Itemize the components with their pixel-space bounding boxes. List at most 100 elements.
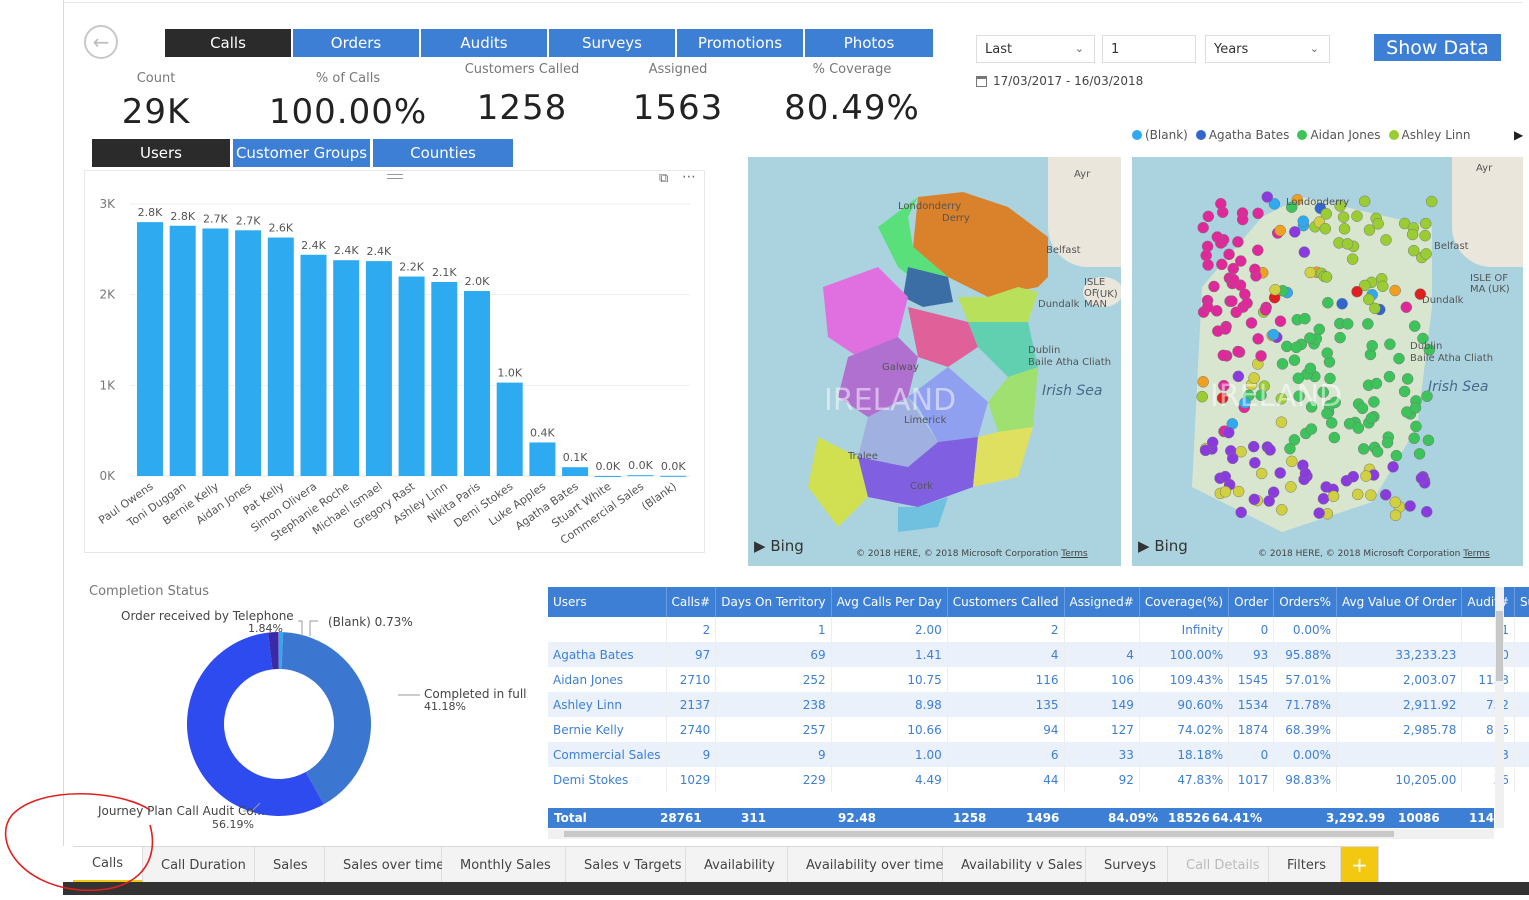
map-point[interactable] — [1304, 362, 1317, 375]
map-point[interactable] — [1298, 246, 1311, 258]
bar[interactable] — [333, 260, 360, 476]
map-point[interactable] — [1321, 407, 1333, 420]
map-point[interactable] — [1212, 325, 1224, 337]
map-point[interactable] — [1351, 285, 1363, 298]
map-point[interactable] — [1235, 506, 1247, 519]
map-point[interactable] — [1341, 318, 1354, 330]
map-point[interactable] — [1290, 341, 1303, 354]
map-point[interactable] — [1413, 448, 1426, 460]
map-point[interactable] — [1389, 509, 1402, 522]
map-point[interactable] — [1284, 442, 1296, 455]
map-point[interactable] — [1226, 452, 1239, 465]
map-point[interactable] — [1368, 396, 1380, 408]
map-point[interactable] — [1216, 392, 1229, 404]
column-header[interactable]: Days On Territory — [715, 587, 832, 617]
map-point[interactable] — [1419, 217, 1432, 230]
map-point[interactable] — [1289, 226, 1301, 238]
map-point[interactable] — [1199, 444, 1212, 457]
map-point[interactable] — [1409, 402, 1422, 414]
bar[interactable] — [235, 230, 262, 476]
map-point[interactable] — [1387, 461, 1399, 473]
terms-link[interactable]: Terms — [1061, 549, 1088, 559]
map-point[interactable] — [1286, 455, 1298, 468]
page-tab-sales[interactable]: Sales — [255, 847, 325, 883]
map-point[interactable] — [1255, 350, 1267, 362]
map-point[interactable] — [1276, 358, 1289, 370]
map-point[interactable] — [1236, 213, 1249, 226]
page-tab-availability-v-sales[interactable]: Availability v Sales — [943, 847, 1086, 883]
page-tab-monthly-sales[interactable]: Monthly Sales — [442, 847, 566, 883]
map-point[interactable] — [1351, 488, 1364, 501]
map-point[interactable] — [1414, 288, 1427, 300]
map-point[interactable] — [1275, 416, 1288, 428]
tab-promotions[interactable]: Promotions — [677, 29, 803, 57]
map-point[interactable] — [1360, 470, 1372, 482]
bar[interactable] — [627, 475, 654, 477]
map-point[interactable] — [1389, 496, 1402, 508]
map-point[interactable] — [1259, 304, 1272, 316]
map-point[interactable] — [1401, 373, 1414, 385]
drag-handle-icon[interactable] — [387, 174, 403, 179]
page-tab-filters[interactable]: Filters — [1269, 847, 1341, 883]
bar[interactable] — [562, 467, 589, 476]
map-point[interactable] — [1400, 301, 1413, 313]
map-point[interactable] — [1362, 318, 1374, 330]
column-header[interactable]: Orders% — [1273, 587, 1337, 617]
show-data-button[interactable]: Show Data — [1374, 34, 1501, 61]
map-point[interactable] — [1319, 222, 1332, 235]
map-point[interactable] — [1274, 467, 1286, 479]
map-point[interactable] — [1297, 215, 1310, 227]
bar[interactable] — [300, 254, 327, 476]
period-dropdown[interactable]: Last ⌄ — [976, 35, 1095, 63]
table-row[interactable]: Bernie Kelly 2740 257 10.66 94 127 74.02% 1874 6… — [548, 717, 1529, 742]
map-point[interactable] — [1299, 312, 1311, 325]
map-point[interactable] — [1219, 470, 1232, 483]
map-point[interactable] — [1334, 331, 1346, 344]
column-header[interactable]: Audit# — [1461, 587, 1515, 617]
map-point[interactable] — [1421, 390, 1433, 402]
map-point[interactable] — [1267, 328, 1280, 341]
tab-audits[interactable]: Audits — [421, 29, 547, 57]
map-point[interactable] — [1276, 504, 1288, 516]
map-point[interactable] — [1372, 218, 1384, 230]
map-point[interactable] — [1393, 352, 1405, 365]
map-point[interactable] — [1313, 323, 1326, 336]
bar[interactable] — [529, 442, 556, 476]
map-point[interactable] — [1357, 443, 1370, 455]
period-count-input[interactable]: 1 — [1102, 35, 1196, 63]
map-point[interactable] — [1420, 248, 1432, 260]
map-point[interactable] — [1218, 379, 1230, 392]
map-point[interactable] — [1366, 340, 1378, 352]
map-point[interactable] — [1288, 354, 1301, 366]
map-point[interactable] — [1241, 297, 1253, 309]
map-point[interactable] — [1363, 224, 1376, 236]
map-point[interactable] — [1419, 229, 1431, 242]
more-options-icon[interactable]: ⋯ — [682, 169, 696, 185]
map-point[interactable] — [1389, 284, 1401, 297]
bar[interactable] — [267, 237, 294, 476]
tab-counties[interactable]: Counties — [373, 139, 513, 167]
map-point[interactable] — [1317, 493, 1330, 505]
add-page-button[interactable]: + — [1341, 847, 1379, 883]
map-point[interactable] — [1255, 467, 1268, 480]
table-row[interactable]: Agatha Bates 97 69 1.41 4 4 100.00% 93 95.88% 33,… — [548, 642, 1529, 667]
map-point[interactable] — [1232, 345, 1244, 358]
bar[interactable] — [169, 225, 196, 476]
table-vertical-scrollbar[interactable] — [1495, 587, 1504, 828]
map-point[interactable] — [1232, 370, 1245, 383]
map-point[interactable] — [1322, 296, 1334, 309]
map-point[interactable] — [1370, 377, 1383, 390]
map-point[interactable] — [1292, 372, 1305, 385]
page-tab-call-details[interactable]: Call Details — [1168, 847, 1269, 883]
bar[interactable] — [202, 228, 229, 476]
map-point[interactable] — [1356, 402, 1369, 415]
table-row[interactable]: Demi Stokes 1029 229 4.49 44 92 47.83% 1017 98.8… — [548, 767, 1529, 792]
donut-slice[interactable] — [281, 632, 371, 805]
map-point[interactable] — [1365, 489, 1377, 501]
column-header[interactable]: Avg Value Of Order — [1336, 587, 1463, 617]
map-point[interactable] — [1352, 422, 1365, 434]
map-point[interactable] — [1337, 211, 1350, 223]
map-point[interactable] — [1206, 436, 1219, 449]
map-point[interactable] — [1320, 208, 1333, 220]
